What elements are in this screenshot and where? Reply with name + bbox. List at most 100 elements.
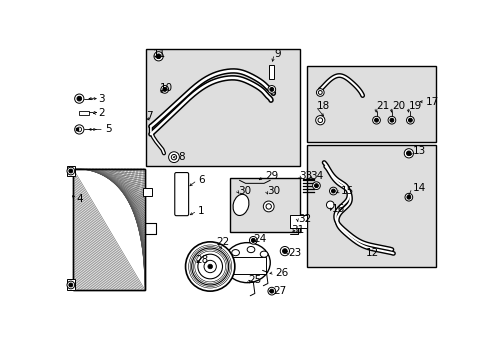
Text: 12: 12	[365, 248, 378, 258]
Ellipse shape	[224, 243, 270, 283]
Circle shape	[67, 281, 75, 289]
Circle shape	[317, 118, 322, 122]
Circle shape	[263, 201, 274, 212]
Text: 30: 30	[238, 186, 250, 196]
Text: 1: 1	[198, 206, 204, 216]
Circle shape	[251, 238, 255, 242]
Circle shape	[207, 264, 212, 269]
Circle shape	[191, 248, 228, 285]
Circle shape	[69, 283, 73, 287]
Bar	[269, 65, 274, 78]
Circle shape	[185, 242, 234, 291]
Bar	[302, 180, 314, 181]
Circle shape	[75, 94, 84, 103]
Bar	[306, 66, 435, 142]
Bar	[67, 166, 75, 176]
Text: 8: 8	[178, 152, 184, 162]
Circle shape	[406, 195, 410, 199]
Ellipse shape	[233, 194, 248, 216]
Circle shape	[312, 182, 320, 189]
Circle shape	[315, 116, 324, 125]
Circle shape	[329, 187, 337, 195]
Bar	[302, 183, 314, 184]
Bar	[145, 49, 299, 166]
Bar	[79, 111, 88, 115]
Circle shape	[280, 247, 289, 256]
Circle shape	[326, 201, 333, 209]
Circle shape	[316, 89, 324, 96]
Circle shape	[198, 254, 222, 279]
Ellipse shape	[231, 249, 239, 256]
Text: 5: 5	[104, 125, 111, 134]
Circle shape	[154, 52, 163, 61]
Bar	[67, 279, 75, 289]
Circle shape	[67, 167, 75, 175]
Text: 2: 2	[98, 108, 104, 118]
Text: 22: 22	[216, 237, 229, 247]
Text: 10: 10	[159, 83, 172, 93]
Text: 28: 28	[194, 255, 207, 265]
Text: 20: 20	[391, 101, 404, 111]
FancyBboxPatch shape	[174, 172, 188, 216]
Circle shape	[372, 116, 380, 124]
Circle shape	[404, 149, 413, 158]
Text: 30: 30	[266, 186, 280, 196]
Bar	[302, 186, 314, 187]
Text: 13: 13	[412, 146, 425, 156]
Bar	[302, 189, 314, 190]
Text: 7: 7	[146, 111, 153, 121]
Text: 21: 21	[376, 101, 389, 111]
Bar	[290, 215, 306, 228]
Text: 15: 15	[341, 186, 354, 196]
Ellipse shape	[246, 247, 254, 253]
Circle shape	[269, 87, 273, 91]
Text: 31: 31	[290, 225, 304, 235]
Text: 29: 29	[264, 171, 278, 181]
Circle shape	[314, 184, 318, 188]
Circle shape	[203, 260, 216, 273]
Bar	[231, 257, 266, 274]
Text: 16: 16	[331, 204, 345, 214]
Text: 32: 32	[297, 214, 310, 224]
Bar	[73, 169, 144, 289]
Circle shape	[269, 289, 273, 293]
Circle shape	[156, 54, 161, 59]
Text: 34: 34	[310, 171, 323, 181]
Circle shape	[77, 96, 81, 101]
Text: 26: 26	[274, 267, 287, 278]
Bar	[73, 169, 144, 289]
Circle shape	[374, 118, 378, 122]
Circle shape	[407, 118, 411, 122]
Circle shape	[406, 151, 410, 156]
Circle shape	[331, 189, 335, 193]
Text: 14: 14	[412, 183, 425, 193]
Text: 11: 11	[153, 49, 166, 59]
Circle shape	[265, 204, 271, 209]
Text: 4: 4	[76, 194, 82, 204]
Circle shape	[267, 86, 275, 93]
Circle shape	[404, 193, 412, 201]
Circle shape	[161, 86, 168, 93]
Bar	[143, 188, 152, 195]
Text: 18: 18	[316, 101, 329, 111]
Circle shape	[75, 125, 84, 134]
Circle shape	[69, 169, 73, 173]
Circle shape	[163, 87, 166, 91]
Bar	[76, 128, 79, 131]
Circle shape	[406, 116, 413, 124]
Circle shape	[168, 152, 179, 163]
Circle shape	[389, 118, 393, 122]
Text: 24: 24	[253, 234, 266, 244]
Circle shape	[267, 287, 275, 295]
Bar	[306, 145, 435, 266]
Text: 23: 23	[288, 248, 302, 258]
Circle shape	[387, 116, 395, 124]
Ellipse shape	[260, 251, 267, 257]
Text: 19: 19	[408, 101, 421, 111]
Text: 9: 9	[274, 49, 281, 59]
Circle shape	[77, 127, 81, 132]
Circle shape	[318, 91, 322, 94]
Text: 33: 33	[299, 171, 312, 181]
Text: 25: 25	[248, 275, 262, 285]
Bar	[302, 192, 314, 193]
